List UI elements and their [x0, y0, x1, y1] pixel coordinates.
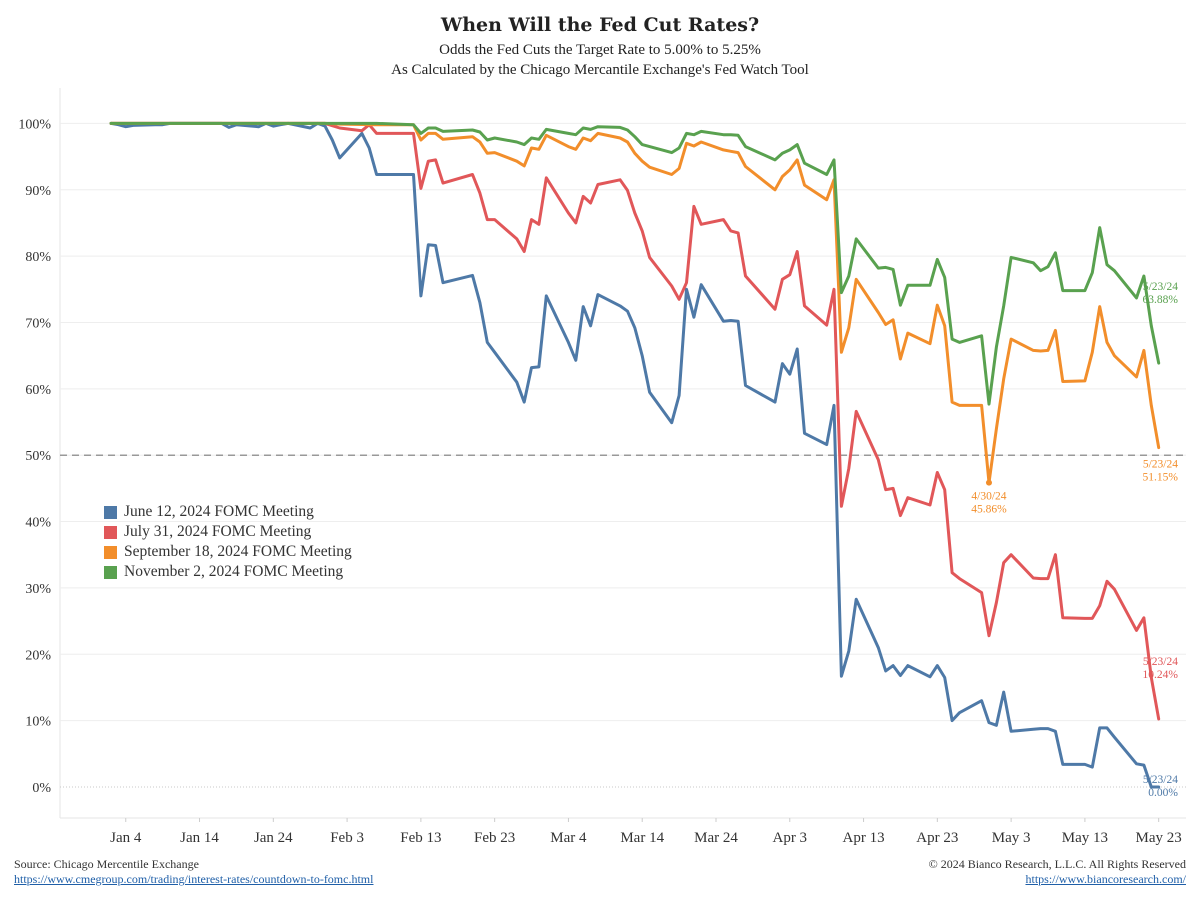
footer-copyright: © 2024 Bianco Research, L.L.C. All Right…: [929, 857, 1186, 887]
legend-item-september[interactable]: September 18, 2024 FOMC Meeting: [104, 542, 352, 562]
point-label-value: 45.86%: [971, 504, 1007, 516]
x-tick-label: Mar 4: [550, 830, 587, 846]
y-tick-label: 10%: [25, 715, 51, 730]
source-link[interactable]: https://www.cmegroup.com/trading/interes…: [14, 872, 374, 886]
y-tick-label: 60%: [25, 383, 51, 398]
x-tick-label: Feb 3: [330, 830, 364, 846]
x-tick-label: May 23: [1136, 830, 1182, 846]
end-label-date: 5/23/24: [1143, 656, 1178, 668]
series-line-september: [109, 121, 1161, 485]
legend-label-november: November 2, 2024 FOMC Meeting: [124, 563, 344, 580]
x-tick-label: May 13: [1062, 830, 1108, 846]
legend-label-june: June 12, 2024 FOMC Meeting: [124, 503, 314, 520]
x-tick-label: Feb 23: [474, 830, 515, 846]
chart-subtitle-2: As Calculated by the Chicago Mercantile …: [391, 62, 809, 78]
legend-label-july: July 31, 2024 FOMC Meeting: [124, 523, 312, 540]
end-label-value: 0.00%: [1148, 787, 1178, 799]
chart-subtitle-1: Odds the Fed Cuts the Target Rate to 5.0…: [439, 42, 761, 58]
end-label-date: 5/23/24: [1143, 459, 1178, 471]
y-tick-label: 90%: [25, 184, 51, 199]
x-tick-label: Feb 13: [400, 830, 441, 846]
legend-swatch-july: [104, 525, 117, 539]
y-tick-label: 80%: [25, 250, 51, 265]
legend-swatch-june: [104, 505, 117, 519]
x-tick-label: Jan 14: [180, 830, 219, 846]
x-tick-label: Apr 23: [916, 830, 958, 846]
end-label-date: 5/23/24: [1143, 281, 1178, 293]
legend-item-july[interactable]: July 31, 2024 FOMC Meeting: [104, 522, 352, 542]
copyright-text: © 2024 Bianco Research, L.L.C. All Right…: [928, 857, 1186, 871]
end-label-value: 51.15%: [1143, 472, 1179, 484]
end-label-date: 5/23/24: [1143, 774, 1178, 786]
point-marker-sept-low: [985, 479, 992, 486]
legend-label-september: September 18, 2024 FOMC Meeting: [124, 543, 352, 560]
point-label-date: 4/30/24: [971, 491, 1006, 503]
source-text: Source: Chicago Mercentile Exchange: [14, 857, 199, 871]
y-tick-label: 100%: [18, 117, 51, 132]
series-line-november: [109, 121, 1161, 406]
legend-item-june[interactable]: June 12, 2024 FOMC Meeting: [104, 502, 352, 522]
end-label-value: 63.88%: [1143, 294, 1179, 306]
y-tick-label: 20%: [25, 648, 51, 663]
legend-swatch-september: [104, 545, 117, 559]
y-tick-label: 70%: [25, 316, 51, 331]
site-link[interactable]: https://www.biancoresearch.com/: [1025, 872, 1186, 886]
end-label-june: 5/23/240.00%: [1143, 774, 1179, 799]
y-tick-label: 50%: [25, 449, 51, 464]
y-tick-label: 0%: [32, 781, 51, 796]
chart-legend: June 12, 2024 FOMC Meeting July 31, 2024…: [104, 502, 352, 582]
footer-source: Source: Chicago Mercentile Exchange http…: [14, 857, 373, 887]
x-tick-label: Mar 14: [620, 830, 664, 846]
x-tick-label: Apr 13: [843, 830, 885, 846]
series-line-july: [109, 121, 1161, 721]
legend-item-november[interactable]: November 2, 2024 FOMC Meeting: [104, 562, 352, 582]
chart-title: When Will the Fed Cut Rates?: [440, 14, 760, 36]
end-label-value: 10.24%: [1143, 669, 1179, 681]
x-tick-label: Jan 4: [110, 830, 142, 846]
x-tick-label: Mar 24: [694, 830, 738, 846]
x-tick-label: Jan 24: [254, 830, 293, 846]
y-tick-label: 30%: [25, 582, 51, 597]
x-tick-label: Apr 3: [772, 830, 807, 846]
legend-swatch-november: [104, 565, 117, 579]
y-tick-label: 40%: [25, 516, 51, 531]
x-tick-label: May 3: [992, 830, 1031, 846]
